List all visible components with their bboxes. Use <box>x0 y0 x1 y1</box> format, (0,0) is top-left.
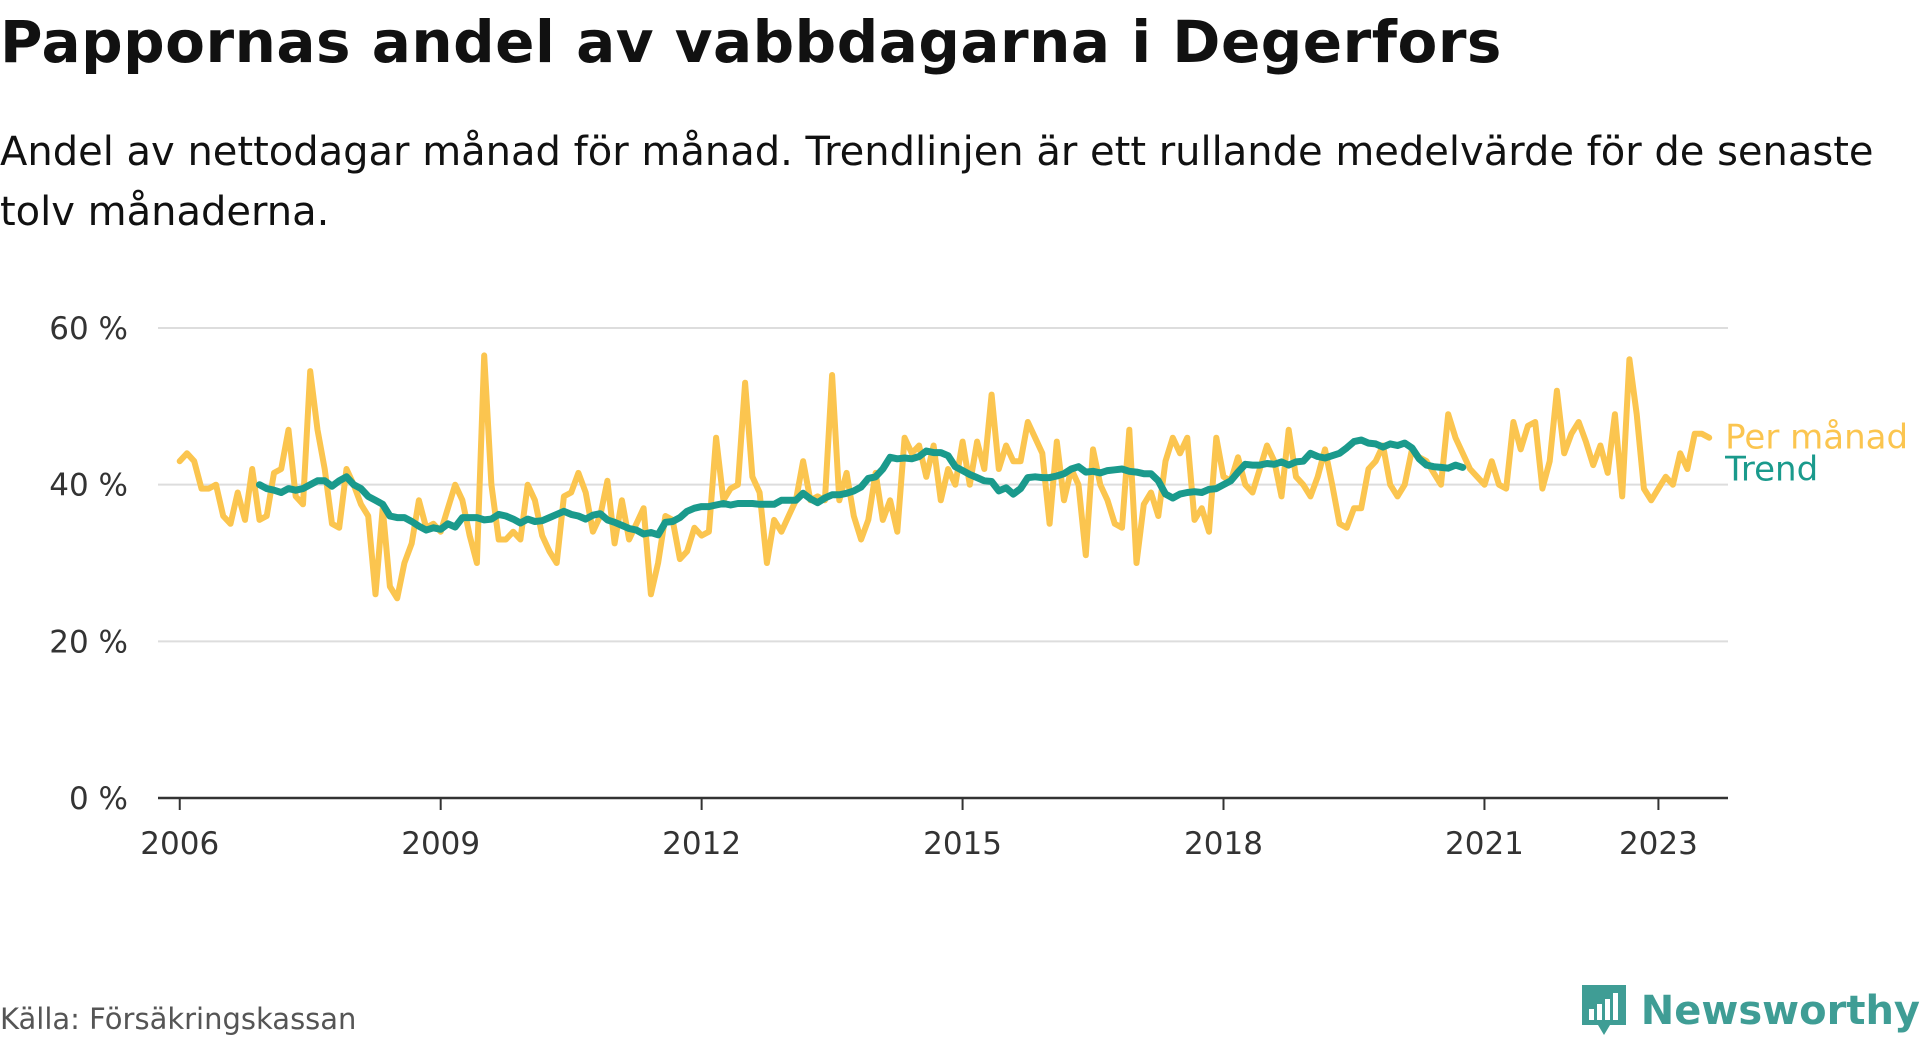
x-tick-label: 2012 <box>662 826 741 862</box>
y-tick-label: 40 % <box>49 468 128 504</box>
y-axis: 0 % 20 % 40 % 60 % <box>49 311 128 817</box>
x-tick-label: 2009 <box>401 826 480 862</box>
x-tick-label: 2021 <box>1445 826 1524 862</box>
y-tick-label: 0 % <box>69 781 128 817</box>
bar-chart-icon <box>1581 985 1626 1035</box>
series-line-trend <box>256 436 1467 539</box>
x-tick-label: 2018 <box>1184 826 1263 862</box>
legend-label: Per månad <box>1725 418 1908 458</box>
chart-title: Pappornas andel av vabbdagarna i Degerfo… <box>0 8 1502 76</box>
series-line-per-manad <box>176 352 1713 602</box>
series-layer <box>176 352 1713 602</box>
x-tick-label: 2023 <box>1619 826 1698 862</box>
x-tick-label: 2015 <box>923 826 1002 862</box>
x-tick-label: 2006 <box>140 826 219 862</box>
y-tick-label: 20 % <box>49 624 128 660</box>
legend-label: Trend <box>1724 450 1818 490</box>
x-axis: 2006 2009 2012 2015 2018 2021 2023 <box>140 796 1728 862</box>
chart-subtitle: Andel av nettodagar månad för månad. Tre… <box>0 129 1874 235</box>
y-tick-label: 60 % <box>49 311 128 347</box>
source-note: Källa: Försäkringskassan <box>0 1002 357 1036</box>
brand-name: Newsworthy <box>1640 988 1920 1034</box>
brand-logo[interactable]: Newsworthy <box>1579 982 1920 1040</box>
